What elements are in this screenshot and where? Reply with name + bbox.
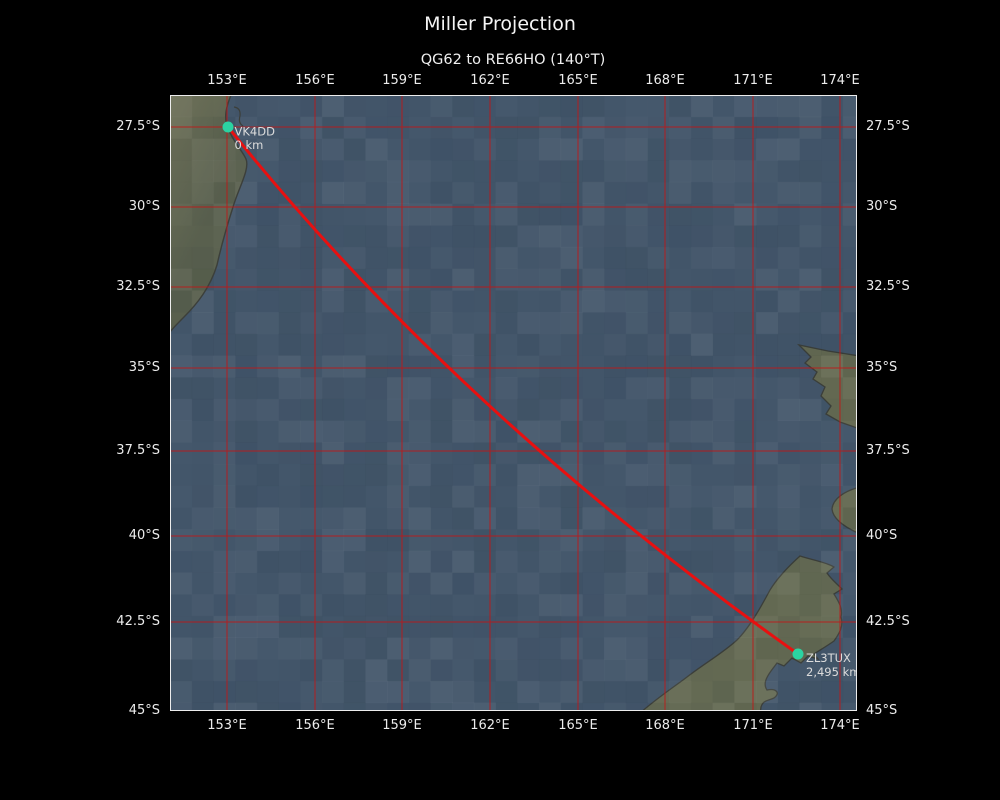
bottom-axis-tick: 159°E (382, 718, 422, 733)
top-axis-tick: 171°E (733, 73, 773, 88)
bottom-axis-tick: 168°E (645, 718, 685, 733)
right-axis-tick: 35°S (866, 360, 898, 375)
figure-subtitle: QG62 to RE66HO (140°T) (420, 52, 606, 68)
right-axis-tick: 27.5°S (866, 119, 910, 134)
bottom-axis-tick: 165°E (558, 718, 598, 733)
top-axis-tick: 168°E (645, 73, 685, 88)
top-axis-tick: 162°E (470, 73, 510, 88)
left-axis-tick: 42.5°S (116, 614, 160, 629)
top-axis-tick: 174°E (820, 73, 860, 88)
bottom-axis-tick: 171°E (733, 718, 773, 733)
top-axis-tick: 159°E (382, 73, 422, 88)
origin-callsign-label: VK4DD (235, 125, 276, 139)
origin-marker-dot (222, 121, 234, 133)
right-axis-tick: 37.5°S (866, 443, 910, 458)
destination-distance-label: 2,495 km (806, 665, 857, 679)
bottom-axis-tick: 174°E (820, 718, 860, 733)
great-circle-track (226, 125, 800, 656)
bottom-axis-tick: 153°E (207, 718, 247, 733)
bottom-axis-tick: 162°E (470, 718, 510, 733)
right-axis-tick: 40°S (866, 528, 898, 543)
top-axis-tick: 165°E (558, 73, 598, 88)
right-axis-tick: 30°S (866, 199, 898, 214)
map-border (170, 95, 857, 711)
left-axis-tick: 32.5°S (116, 279, 160, 294)
origin-distance-label: 0 km (235, 138, 264, 152)
destination-marker-dot (792, 648, 804, 660)
map-svg: VK4DD 0 km ZL3TUX 2,495 km (170, 95, 857, 711)
left-axis-tick: 30°S (128, 199, 160, 214)
top-axis-tick: 156°E (295, 73, 335, 88)
right-axis-tick: 42.5°S (866, 614, 910, 629)
left-axis-tick: 37.5°S (116, 443, 160, 458)
nz-taranaki-landmass (831, 487, 857, 534)
left-axis-tick: 40°S (128, 528, 160, 543)
top-axis-tick: 153°E (207, 73, 247, 88)
nz-south-island-landmass (641, 555, 844, 711)
figure-title: Miller Projection (424, 13, 576, 35)
australia-landmass (170, 95, 247, 331)
raster-mosaic-texture (170, 95, 857, 711)
left-axis-tick: 35°S (128, 360, 160, 375)
right-axis-tick: 45°S (866, 703, 898, 718)
nz-northland-landmass (797, 343, 857, 429)
map-plot-area: VK4DD 0 km ZL3TUX 2,495 km (170, 95, 857, 711)
left-axis-tick: 27.5°S (116, 119, 160, 134)
bottom-axis-tick: 156°E (295, 718, 335, 733)
right-axis-tick: 32.5°S (866, 279, 910, 294)
ocean (170, 95, 857, 711)
graticule-gridlines (170, 95, 857, 711)
moreton-island-coast-detail (233, 106, 244, 127)
destination-callsign-label: ZL3TUX (806, 651, 851, 665)
left-axis-tick: 45°S (128, 703, 160, 718)
